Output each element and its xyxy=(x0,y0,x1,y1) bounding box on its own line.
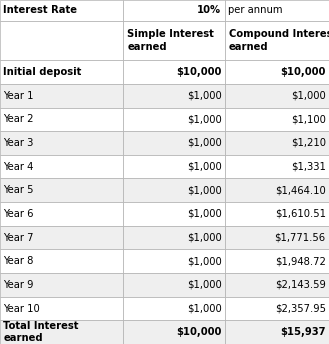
Bar xyxy=(0,179,123,202)
Text: Interest Rate: Interest Rate xyxy=(3,5,77,15)
Text: $1,000: $1,000 xyxy=(187,256,221,266)
Bar xyxy=(0,84,123,107)
Text: $1,000: $1,000 xyxy=(187,233,221,243)
Text: $15,937: $15,937 xyxy=(280,327,326,337)
Bar xyxy=(0,107,123,131)
Text: Year 10: Year 10 xyxy=(3,303,40,313)
Bar xyxy=(123,226,225,249)
Text: 10%: 10% xyxy=(197,5,221,15)
Text: $1,000: $1,000 xyxy=(291,91,326,101)
Bar xyxy=(123,249,225,273)
Text: $1,000: $1,000 xyxy=(187,114,221,124)
Bar xyxy=(225,297,329,320)
Bar xyxy=(225,21,329,60)
Bar xyxy=(225,202,329,226)
Text: $1,000: $1,000 xyxy=(187,280,221,290)
Text: Year 4: Year 4 xyxy=(3,162,34,172)
Text: Compound Interest
earned: Compound Interest earned xyxy=(229,29,329,52)
Bar xyxy=(123,273,225,297)
Text: Year 6: Year 6 xyxy=(3,209,34,219)
Bar xyxy=(0,297,123,320)
Bar xyxy=(225,0,329,21)
Text: Year 3: Year 3 xyxy=(3,138,34,148)
Text: $1,948.72: $1,948.72 xyxy=(275,256,326,266)
Bar xyxy=(225,273,329,297)
Text: $1,000: $1,000 xyxy=(187,209,221,219)
Bar xyxy=(225,107,329,131)
Bar xyxy=(123,60,225,84)
Bar xyxy=(0,320,123,344)
Text: $10,000: $10,000 xyxy=(280,67,326,77)
Bar xyxy=(123,131,225,155)
Bar xyxy=(123,21,225,60)
Bar xyxy=(123,84,225,107)
Text: $2,357.95: $2,357.95 xyxy=(275,303,326,313)
Text: $1,000: $1,000 xyxy=(187,138,221,148)
Text: $1,464.10: $1,464.10 xyxy=(275,185,326,195)
Text: Year 5: Year 5 xyxy=(3,185,34,195)
Bar xyxy=(225,84,329,107)
Bar xyxy=(0,249,123,273)
Bar xyxy=(0,155,123,179)
Bar xyxy=(225,249,329,273)
Bar xyxy=(0,273,123,297)
Text: Simple Interest
earned: Simple Interest earned xyxy=(127,29,214,52)
Bar xyxy=(0,21,123,60)
Text: $1,610.51: $1,610.51 xyxy=(275,209,326,219)
Text: Year 7: Year 7 xyxy=(3,233,34,243)
Bar xyxy=(0,0,123,21)
Bar xyxy=(0,131,123,155)
Bar xyxy=(225,131,329,155)
Text: $10,000: $10,000 xyxy=(176,327,221,337)
Text: $1,000: $1,000 xyxy=(187,91,221,101)
Text: Total Interest
earned: Total Interest earned xyxy=(3,321,79,343)
Bar xyxy=(0,226,123,249)
Bar xyxy=(123,297,225,320)
Text: $10,000: $10,000 xyxy=(176,67,221,77)
Text: $2,143.59: $2,143.59 xyxy=(275,280,326,290)
Bar xyxy=(225,179,329,202)
Text: Year 8: Year 8 xyxy=(3,256,34,266)
Text: per annum: per annum xyxy=(228,5,283,15)
Bar xyxy=(123,155,225,179)
Text: $1,331: $1,331 xyxy=(291,162,326,172)
Text: Year 9: Year 9 xyxy=(3,280,34,290)
Bar xyxy=(123,179,225,202)
Bar xyxy=(123,320,225,344)
Text: $1,000: $1,000 xyxy=(187,162,221,172)
Text: $1,100: $1,100 xyxy=(291,114,326,124)
Bar xyxy=(225,60,329,84)
Text: Year 2: Year 2 xyxy=(3,114,34,124)
Text: $1,210: $1,210 xyxy=(291,138,326,148)
Bar xyxy=(123,0,225,21)
Text: $1,000: $1,000 xyxy=(187,185,221,195)
Bar xyxy=(0,202,123,226)
Bar xyxy=(225,320,329,344)
Text: Initial deposit: Initial deposit xyxy=(3,67,82,77)
Text: $1,000: $1,000 xyxy=(187,303,221,313)
Bar xyxy=(123,107,225,131)
Bar xyxy=(0,60,123,84)
Bar xyxy=(123,202,225,226)
Bar xyxy=(225,226,329,249)
Text: $1,771.56: $1,771.56 xyxy=(275,233,326,243)
Text: Year 1: Year 1 xyxy=(3,91,34,101)
Bar xyxy=(225,155,329,179)
